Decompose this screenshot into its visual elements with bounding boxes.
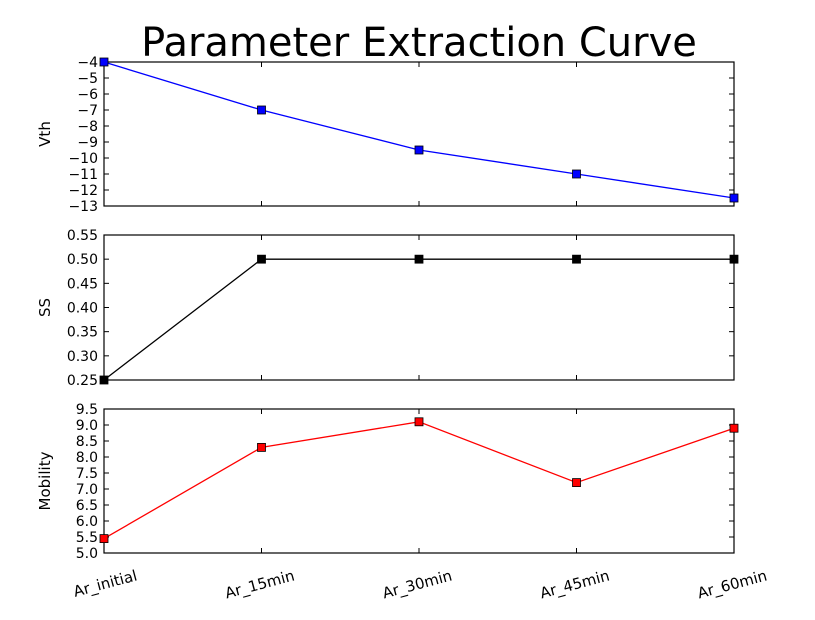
- y-tick-label: −12: [68, 183, 98, 199]
- data-point-marker: [99, 57, 109, 67]
- chart-title: Parameter Extraction Curve: [141, 20, 697, 66]
- y-tick-label: 9.5: [76, 402, 98, 418]
- data-point-marker: [414, 417, 424, 427]
- y-tick-label: −4: [77, 55, 98, 71]
- data-point-marker: [572, 169, 581, 179]
- y-tick-label: −5: [77, 71, 98, 87]
- y-tick-label: 0.50: [67, 252, 98, 268]
- x-tick-label: Ar_30min: [380, 566, 454, 603]
- y-tick-label: 5.5: [76, 530, 98, 546]
- y-tick-label: 9.0: [76, 418, 98, 434]
- y-tick-label: −10: [68, 151, 98, 167]
- x-tick-label: Ar_45min: [538, 566, 612, 603]
- y-tick-label: 7.0: [76, 482, 98, 498]
- y-tick-label: 0.35: [67, 325, 98, 341]
- y-tick-label: −9: [77, 135, 98, 151]
- y-tick-label: 0.25: [67, 373, 98, 389]
- series-line: [103, 61, 735, 199]
- axes-frame: [103, 61, 735, 207]
- axes-frame: [103, 408, 735, 554]
- y-tick-label: −8: [77, 119, 98, 135]
- y-tick-label: −7: [77, 103, 98, 119]
- y-axis-label: SS: [36, 298, 54, 317]
- subplot-ss: 0.25 0.30 0.35 0.40 0.45 0.50 0.55 SS: [36, 228, 739, 389]
- data-point-marker: [572, 478, 581, 488]
- x-tick-label: Ar_initial: [71, 566, 139, 601]
- data-point-marker: [257, 105, 266, 115]
- data-point-marker: [572, 254, 581, 264]
- y-axis-label: Mobility: [36, 451, 54, 510]
- y-tick-label: 0.40: [67, 301, 98, 317]
- data-point-marker: [99, 375, 109, 385]
- y-tick-label: 5.0: [76, 546, 98, 562]
- y-tick-label: −13: [68, 199, 98, 215]
- x-tick-label: Ar_15min: [223, 566, 297, 603]
- y-tick-label: 8.5: [76, 434, 98, 450]
- y-tick-label: 0.45: [67, 276, 98, 292]
- subplot-panels: −4−5−6−7−8−9−10−11−12−13Vth0.250.300.350…: [36, 55, 739, 562]
- y-tick-label: −11: [68, 167, 98, 183]
- x-tick-label: Ar_60min: [695, 566, 769, 603]
- y-tick-label: 7.5: [76, 466, 98, 482]
- data-point-marker: [729, 254, 739, 264]
- subplot-mobility: 5.05.56.06.57.07.58.08.59.09.5 Mobility: [36, 402, 739, 562]
- series-line: [103, 258, 734, 381]
- x-tick-labels: Ar_initial Ar_15min Ar_30min Ar_45min Ar_60m…: [71, 566, 769, 603]
- y-axis-label: Vth: [36, 121, 54, 147]
- y-tick-label: 0.30: [67, 349, 98, 365]
- y-tick-label: 0.55: [67, 228, 98, 244]
- data-point-marker: [414, 254, 424, 264]
- data-point-marker: [257, 442, 266, 452]
- data-point-marker: [729, 423, 739, 433]
- y-tick-label: −6: [77, 87, 98, 103]
- series-line: [103, 421, 735, 540]
- y-tick-label: 6.0: [76, 514, 98, 530]
- data-point-marker: [729, 193, 739, 203]
- data-point-marker: [99, 534, 109, 543]
- y-tick-label: 6.5: [76, 498, 98, 514]
- y-tick-label: 8.0: [76, 450, 98, 466]
- data-point-marker: [414, 145, 424, 155]
- subplot-vth: −4−5−6−7−8−9−10−11−12−13 Vth: [36, 55, 739, 215]
- data-point-marker: [257, 254, 266, 264]
